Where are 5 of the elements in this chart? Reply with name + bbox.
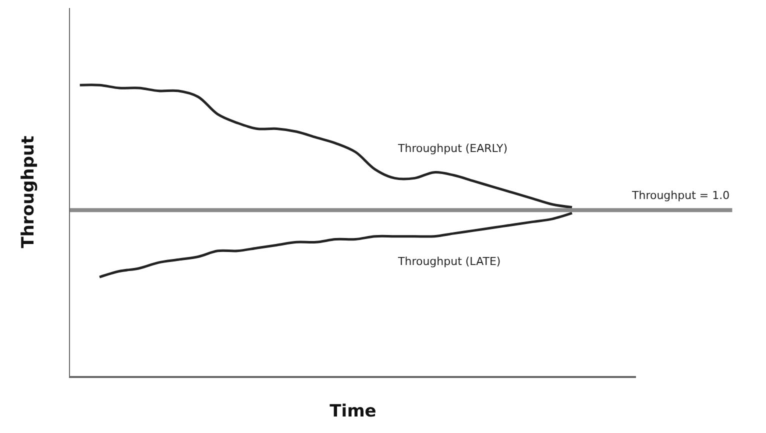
text: Throughput = 1.0 (631, 189, 730, 202)
series-label: Throughput (LATE) (397, 255, 501, 268)
x-axis-title: Time (330, 401, 376, 422)
text: Throughput (EARLY) (397, 142, 508, 155)
y-axis-title: Throughput (18, 136, 39, 248)
